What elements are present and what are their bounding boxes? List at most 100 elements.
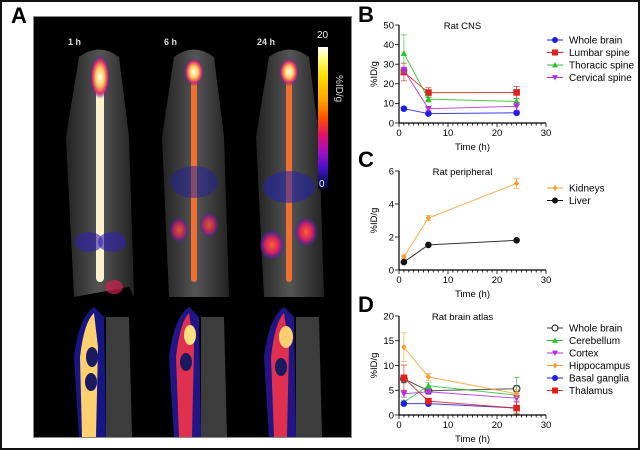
chart-b-y-axis-label: %ID/g: [369, 61, 380, 87]
chart-c-x-tick-label: 20: [492, 275, 503, 286]
chart-d-legend-label-cerebellum: Cerebellum: [569, 336, 620, 347]
chart-b-x-tick-label: 30: [541, 128, 552, 139]
chart-d-point-thalamus: [513, 404, 520, 412]
chart-d-legend-marker-hippocampus: [552, 362, 558, 369]
chart-c-x-tick-label: 0: [396, 275, 401, 286]
chart-b-point-cervical-spine: [400, 67, 408, 74]
chart-c-legend-label-liver: Liver: [569, 196, 591, 207]
chart-d-point-thalamus: [425, 397, 432, 405]
rat-coronal-1h: [66, 49, 134, 297]
chart-c-point-liver: [400, 258, 408, 266]
time-label-6h: 6 h: [164, 37, 178, 47]
chart-d-legend-label-basal-ganglia: Basal ganglia: [569, 374, 629, 385]
chart-c-line-kidneys: [403, 182, 517, 258]
chart-b-line-cervical-spine: [403, 69, 517, 110]
chart-d-line-basal-ganglia: [403, 403, 517, 409]
chart-d-y-tick-label: 10: [383, 361, 394, 372]
chart-c-y-tick-label: 2: [389, 232, 394, 243]
chart-c-y-tick-label: 4: [389, 199, 394, 210]
chart-c-point-kidneys: [401, 253, 407, 261]
panel-label-b: B: [358, 2, 374, 27]
chart-b-legend-label-thoracic-spine: Thoracic spine: [569, 61, 634, 72]
chart-d-legend-marker-thalamus: [552, 387, 558, 394]
chart-b-y-tick-label: 30: [383, 60, 394, 71]
chart-d-point-basal-ganglia: [400, 400, 408, 407]
chart-d-x-tick-label: 10: [443, 420, 454, 431]
chart-d-legend-marker-cerebellum: [552, 337, 558, 343]
panel-label-a: A: [11, 3, 27, 28]
chart-b-x-tick-label: 0: [396, 128, 401, 139]
chart-c-point-kidneys: [425, 214, 432, 222]
chart-c-x-tick-label: 10: [443, 275, 454, 286]
rat-coronal-24h: [256, 49, 324, 297]
chart-c-legend-marker-kidneys: [552, 185, 558, 191]
chart-c-y-axis-label: %ID/g: [369, 208, 380, 234]
chart-b-y-tick-label: 50: [383, 20, 394, 31]
chart-b-x-tick-label: 20: [492, 128, 503, 139]
chart-c-y-tick-label: 6: [389, 166, 394, 177]
rat-coronal-6h: [162, 49, 229, 297]
chart-d-y-axis-label: %ID/g: [369, 353, 380, 379]
chart-d-x-tick-label: 30: [541, 420, 552, 431]
chart-c-point-liver: [513, 237, 520, 244]
time-label-24h: 24 h: [257, 37, 276, 47]
chart-d-point-thalamus: [400, 374, 408, 382]
chart-b-y-tick-label: 20: [383, 79, 394, 90]
chart-c-x-tick-label: 30: [541, 275, 552, 286]
colorbar: [318, 47, 328, 189]
chart-b-point-lumbar-spine: [513, 89, 520, 96]
chart-b-x-axis-label: Time (h): [455, 142, 490, 153]
chart-d-x-axis-label: Time (h): [455, 434, 490, 445]
chart-d-point-hippocampus: [425, 373, 432, 381]
chart-b-x-tick-label: 10: [443, 128, 454, 139]
chart-b-point-cervical-spine: [425, 106, 432, 112]
colorbar-max-label: 20: [317, 30, 329, 41]
chart-b-legend-label-whole-brain: Whole brain: [569, 36, 622, 47]
chart-b-legend-marker-lumbar-spine: [552, 49, 558, 56]
chart-b-y-tick-label: 10: [383, 99, 394, 110]
chart-b-legend-label-cervical-spine: Cervical spine: [569, 73, 632, 84]
chart-d-point-cortex: [425, 389, 432, 396]
chart-d-y-tick-label: 5: [389, 386, 394, 397]
chart-d-point-cortex: [513, 395, 520, 402]
chart-b-line-thoracic-spine: [403, 53, 517, 102]
rat-sagittal-24h: [264, 307, 322, 437]
pet-ct-image-panel: 1 h 6 h 24 h 20 0 %ID/g: [33, 16, 352, 438]
chart-d-x-tick-label: 0: [396, 420, 401, 431]
chart-b-legend-marker-whole-brain: [552, 37, 558, 43]
chart-d-point-cortex: [400, 391, 408, 398]
chart-c-title: Rat peripheral: [433, 167, 493, 178]
chart-c-legend-label-kidneys: Kidneys: [569, 184, 605, 195]
chart-c-point-kidneys: [513, 180, 520, 187]
chart-b-y-tick-label: 40: [383, 40, 394, 51]
chart-d-legend-label-cortex: Cortex: [569, 349, 598, 360]
chart-b-point-whole-brain: [425, 110, 432, 117]
chart-b-point-whole-brain: [400, 105, 408, 112]
panel-label-c: C: [358, 147, 374, 172]
chart-b-line-whole-brain: [403, 108, 517, 115]
chart-d-legend-marker-basal-ganglia: [552, 375, 558, 381]
chart-d-x-tick-label: 20: [492, 420, 503, 431]
chart-d-y-tick-label: 15: [383, 336, 394, 347]
chart-d-y-tick-label: 20: [383, 311, 394, 322]
chart-d-point-cerebellum: [425, 382, 432, 389]
chart-b-legend-marker-thoracic-spine: [552, 62, 558, 68]
rat-sagittal-1h: [74, 307, 132, 437]
colorbar-min-label: 0: [319, 179, 325, 190]
chart-c-point-liver: [425, 241, 432, 249]
chart-d-point-hippocampus: [513, 390, 520, 398]
chart-d-legend-marker-cortex: [552, 350, 558, 356]
chart-b-legend-marker-cervical-spine: [552, 75, 558, 81]
chart-c-legend-marker-liver: [552, 197, 558, 204]
chart-b-point-thoracic-spine: [425, 95, 432, 102]
chart-c-x-axis-label: Time (h): [455, 289, 490, 300]
chart-b-line-lumbar-spine: [403, 71, 517, 94]
pet-ct-images: [66, 49, 324, 437]
chart-d-line-cortex: [403, 391, 517, 399]
chart-b-y-tick-label: 0: [389, 118, 394, 129]
chart-b-title: Rat CNS: [444, 21, 481, 32]
time-label-1h: 1 h: [68, 37, 82, 47]
chart-c-y-tick-label: 0: [389, 265, 394, 276]
